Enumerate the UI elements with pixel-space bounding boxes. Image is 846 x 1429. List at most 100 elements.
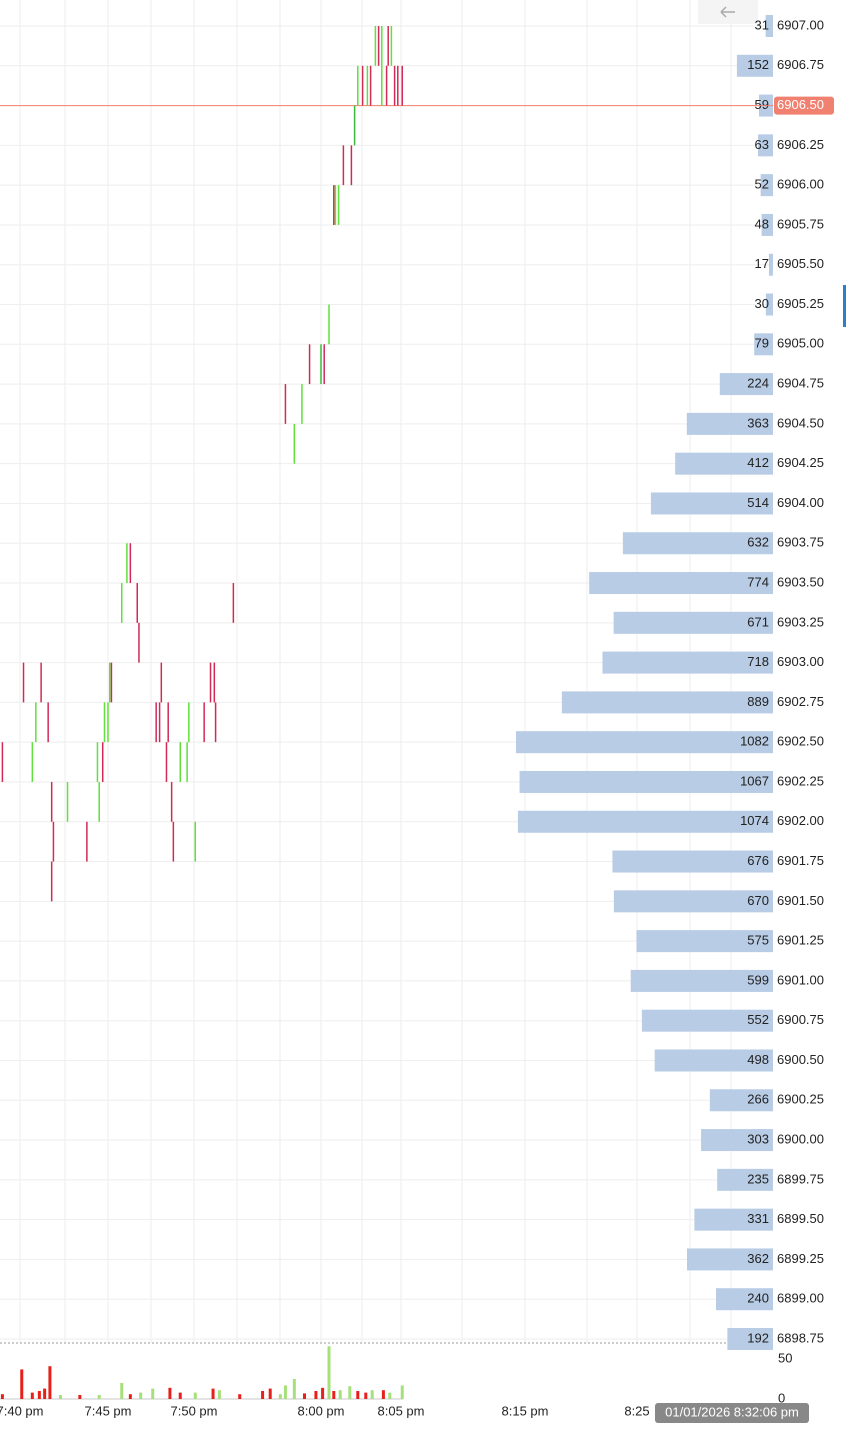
profile-bar xyxy=(517,810,773,833)
profile-value: 79 xyxy=(755,336,769,351)
volume-bar xyxy=(20,1369,24,1399)
profile-bar xyxy=(694,1208,773,1231)
y-tick-label: 6902.50 xyxy=(777,734,824,749)
profile-value: 31 xyxy=(755,17,769,32)
profile-bar xyxy=(622,532,773,555)
profile-bar xyxy=(760,174,773,197)
y-tick-label: 6901.00 xyxy=(777,972,824,987)
volume-bar xyxy=(78,1395,82,1399)
profile-value: 192 xyxy=(747,1330,769,1345)
profile-value: 63 xyxy=(755,137,769,152)
volume-bar xyxy=(168,1387,172,1399)
volume-bar xyxy=(0,1394,4,1399)
y-tick-label: 6903.75 xyxy=(777,535,824,550)
profile-bar xyxy=(709,1089,773,1112)
crosshair-label: 01/01/2026 8:32:06 pm xyxy=(665,1404,799,1419)
x-tick-label: 8:00 pm xyxy=(298,1403,345,1418)
profile-bar xyxy=(687,1248,773,1271)
volume-bar xyxy=(43,1388,47,1399)
profile-value: 718 xyxy=(747,654,769,669)
profile-value: 670 xyxy=(747,893,769,908)
volume-bar xyxy=(37,1391,41,1399)
last-price-badge xyxy=(774,96,834,115)
profile-bar xyxy=(613,611,773,634)
profile-bar xyxy=(641,1009,773,1032)
profile-value: 412 xyxy=(747,455,769,470)
profile-value: 676 xyxy=(747,853,769,868)
y-tick-label: 6904.75 xyxy=(777,376,824,391)
profile-bar xyxy=(654,1049,773,1072)
profile-bar xyxy=(589,572,773,595)
profile-bar xyxy=(613,890,773,913)
profile-bar xyxy=(516,731,773,754)
x-tick-label: 8:05 pm xyxy=(378,1403,425,1418)
volume-bar xyxy=(217,1390,221,1399)
y-tick-label: 6902.25 xyxy=(777,773,824,788)
profile-bar xyxy=(630,969,773,992)
volume-bar xyxy=(364,1392,368,1399)
volume-bar xyxy=(283,1385,287,1399)
volume-bar xyxy=(370,1390,374,1399)
profile-value: 671 xyxy=(747,614,769,629)
profile-value: 59 xyxy=(755,97,769,112)
profile-value: 889 xyxy=(747,694,769,709)
volume-bar xyxy=(120,1383,124,1399)
y-tick-label: 6906.00 xyxy=(777,177,824,192)
y-tick-label: 6900.25 xyxy=(777,1092,824,1107)
profile-bar xyxy=(717,1168,773,1191)
volume-tick-label: 50 xyxy=(778,1350,792,1365)
side-tab[interactable] xyxy=(843,285,846,327)
profile-bar xyxy=(719,373,773,396)
y-tick-label: 6899.75 xyxy=(777,1171,824,1186)
profile-bar xyxy=(561,691,773,714)
profile-value: 30 xyxy=(755,296,769,311)
y-tick-label: 6904.50 xyxy=(777,415,824,430)
y-tick-label: 6900.00 xyxy=(777,1131,824,1146)
volume-bar xyxy=(338,1390,342,1399)
profile-bar xyxy=(758,134,773,157)
volume-bar xyxy=(278,1394,282,1399)
volume-bar xyxy=(327,1346,331,1399)
y-tick-label: 6905.75 xyxy=(777,216,824,231)
volume-tick-label: 0 xyxy=(778,1390,785,1405)
y-tick-label: 6902.00 xyxy=(777,813,824,828)
y-tick-label: 6903.25 xyxy=(777,614,824,629)
profile-bar xyxy=(768,253,773,276)
profile-value: 1067 xyxy=(740,773,769,788)
volume-bar xyxy=(58,1395,62,1399)
profile-value: 1082 xyxy=(740,734,769,749)
profile-value: 17 xyxy=(755,256,769,271)
y-tick-label: 6900.75 xyxy=(777,1012,824,1027)
y-tick-label: 6906.75 xyxy=(777,57,824,72)
volume-bar xyxy=(400,1385,404,1399)
profile-bar xyxy=(701,1129,773,1152)
volume-bar xyxy=(30,1392,34,1399)
profile-value: 774 xyxy=(747,574,769,589)
profile-value: 235 xyxy=(747,1171,769,1186)
profile-bar xyxy=(612,850,773,873)
y-tick-label: 6903.00 xyxy=(777,654,824,669)
y-tick-label: 6905.50 xyxy=(777,256,824,271)
volume-bar xyxy=(48,1366,52,1399)
profile-bar xyxy=(754,333,773,356)
volume-bar xyxy=(211,1388,215,1399)
y-tick-label: 6899.00 xyxy=(777,1291,824,1306)
y-tick-label: 6903.50 xyxy=(777,574,824,589)
y-tick-label: 6901.75 xyxy=(777,853,824,868)
profile-value: 552 xyxy=(747,1012,769,1027)
profile-value: 303 xyxy=(747,1131,769,1146)
scroll-arrow-icon xyxy=(720,6,735,18)
y-tick-label: 6907.00 xyxy=(777,17,824,32)
profile-bar xyxy=(765,293,773,316)
x-tick-label: 8:15 pm xyxy=(502,1403,549,1418)
y-tick-label: 6905.00 xyxy=(777,336,824,351)
profile-value: 363 xyxy=(747,415,769,430)
y-tick-label: 6900.50 xyxy=(777,1052,824,1067)
volume-bar xyxy=(178,1392,182,1399)
profile-bar xyxy=(602,651,773,674)
volume-bar xyxy=(268,1388,272,1399)
y-tick-label: 6905.25 xyxy=(777,296,824,311)
profile-bar xyxy=(636,930,773,953)
y-tick-label: 6902.75 xyxy=(777,694,824,709)
